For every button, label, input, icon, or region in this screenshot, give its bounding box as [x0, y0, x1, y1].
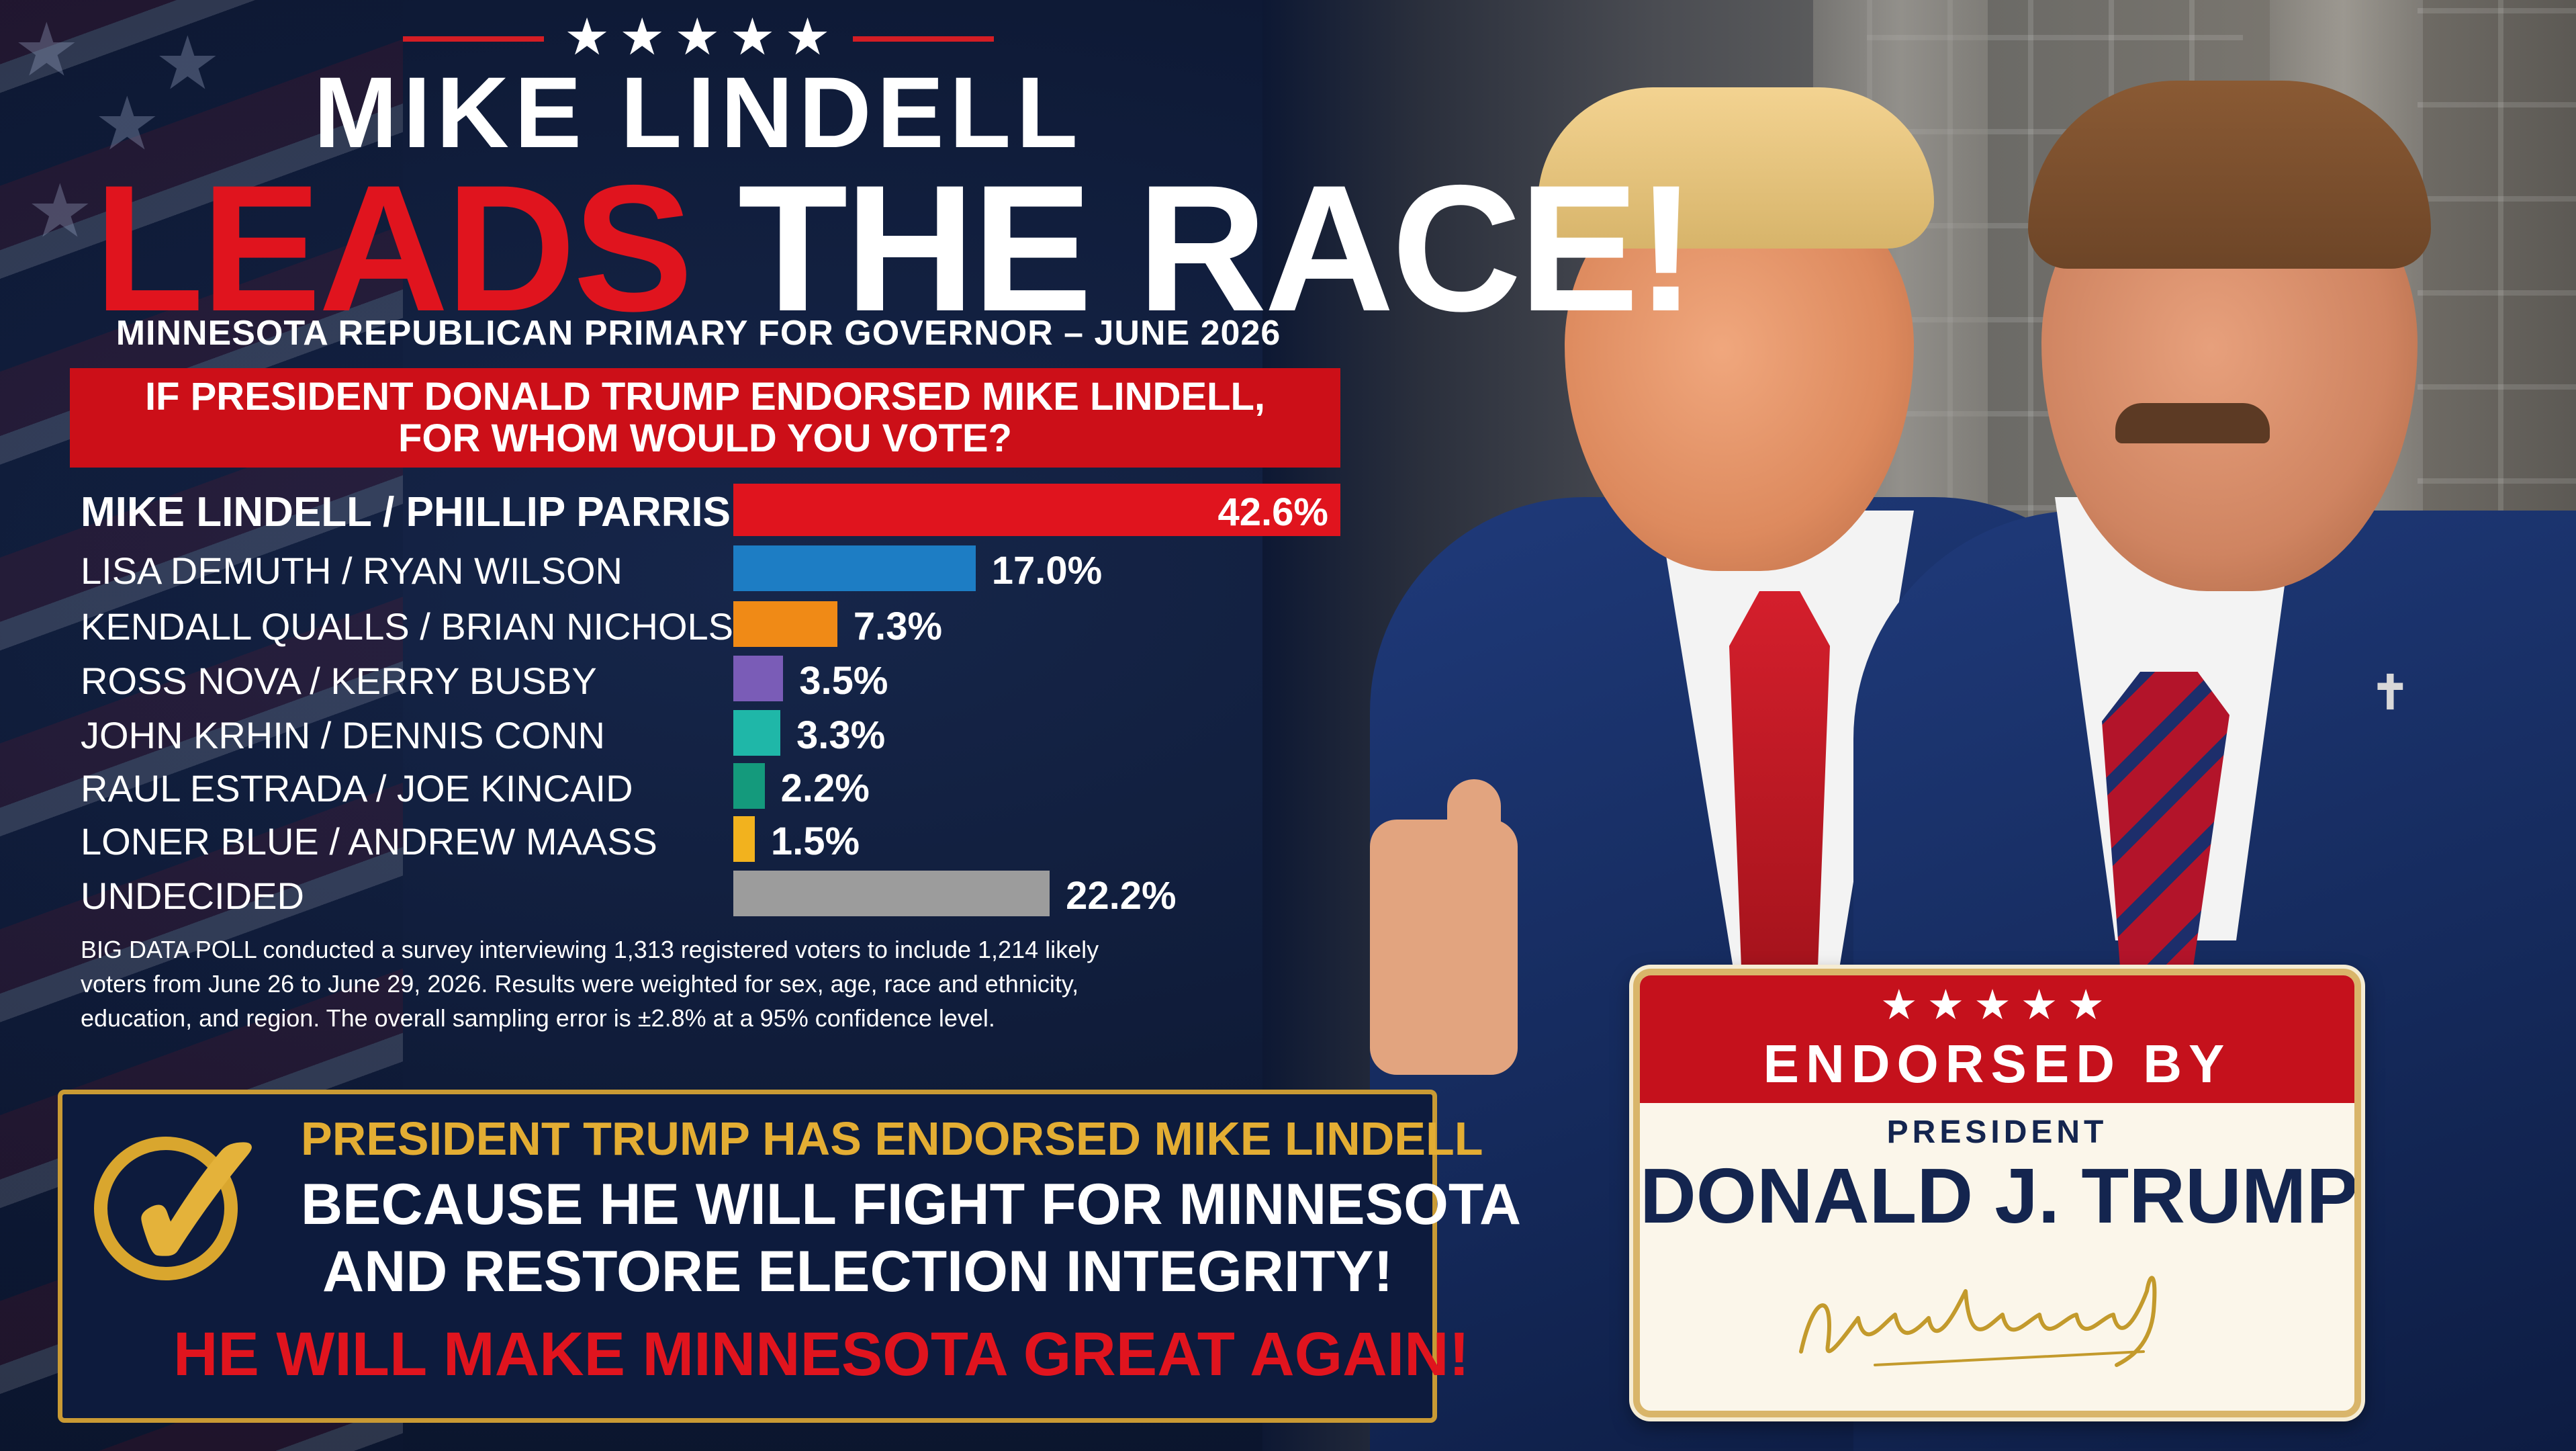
value-label: 3.5% [799, 659, 888, 703]
star-icon: ★ [154, 22, 221, 105]
endorsement-line-4: HE WILL MAKE MINNESOTA GREAT AGAIN! [173, 1320, 1470, 1389]
category-label: RAUL ESTRADA / JOE KINCAID [81, 767, 633, 809]
badge-president: PRESIDENT [1886, 1114, 2108, 1150]
check-icon: ✓ [114, 1090, 283, 1315]
value-label: 7.3% [853, 605, 943, 648]
decor-line-right [853, 36, 994, 42]
endorsement-line-3: AND RESTORE ELECTION INTEGRITY! [322, 1239, 1393, 1304]
question-banner: IF PRESIDENT DONALD TRUMP ENDORSED MIKE … [70, 368, 1340, 468]
title-line-2: LEADS THE RACE! [94, 158, 1696, 338]
signature [1799, 1276, 2157, 1367]
subtitle: MINNESOTA REPUBLICAN PRIMARY FOR GOVERNO… [116, 314, 1281, 353]
category-label: MIKE LINDELL / PHILLIP PARRISH [81, 489, 761, 535]
value-label: 17.0% [991, 549, 1103, 592]
decor-line-left [403, 36, 544, 42]
value-label: 22.2% [1066, 874, 1177, 918]
bar [733, 710, 781, 756]
category-label: JOHN KRHIN / DENNIS CONN [81, 714, 605, 756]
bar [733, 601, 837, 647]
value-label: 1.5% [770, 820, 860, 863]
mustache [2115, 403, 2270, 443]
endorsed-badge: ★★★★★ ENDORSED BY PRESIDENT DONALD J. TR… [1633, 969, 2361, 1417]
methodology-note: BIG DATA POLL conducted a survey intervi… [81, 936, 1099, 1032]
bar [733, 816, 755, 862]
badge-name: DONALD J. TRUMP [1640, 1152, 2358, 1239]
cross-pin-icon: ✝ [2371, 666, 2410, 719]
endorsement-line-1: PRESIDENT TRUMP HAS ENDORSED MIKE LINDEL… [301, 1112, 1483, 1165]
category-label: UNDECIDED [81, 875, 304, 917]
value-label: 2.2% [780, 766, 870, 810]
category-label: LONER BLUE / ANDREW MAASS [81, 820, 657, 863]
title-the-race: THE RACE! [737, 147, 1696, 349]
star-icon: ★ [27, 170, 93, 253]
question-line-2: FOR WHOM WOULD YOU VOTE? [398, 416, 1012, 460]
bar [733, 871, 1050, 916]
star-icon: ★ [13, 9, 80, 91]
bar [733, 656, 784, 701]
title-leads: LEADS [94, 147, 693, 349]
question-line-1: IF PRESIDENT DONALD TRUMP ENDORSED MIKE … [144, 375, 1266, 419]
bar [733, 545, 976, 591]
value-label: 42.6% [1217, 490, 1328, 534]
category-label: KENDALL QUALLS / BRIAN NICHOLSON [81, 605, 790, 648]
bar [733, 763, 765, 809]
endorsement-box [58, 1090, 1437, 1423]
star-icon: ★ [94, 83, 160, 165]
badge-stars: ★★★★★ [1880, 982, 2114, 1028]
title-line-1: MIKE LINDELL [314, 56, 1083, 169]
category-label: LISA DEMUTH / RYAN WILSON [81, 549, 623, 592]
badge-header [1640, 975, 2354, 1103]
bar [733, 484, 1340, 536]
value-label: 3.3% [796, 713, 886, 757]
badge-endorsed-by: ENDORSED BY [1763, 1034, 2232, 1094]
category-label: ROSS NOVA / KERRY BUSBY [81, 660, 597, 702]
header-stars: ★★★★★ [564, 9, 840, 66]
endorsement-line-2: BECAUSE HE WILL FIGHT FOR MINNESOTA [301, 1172, 1522, 1237]
